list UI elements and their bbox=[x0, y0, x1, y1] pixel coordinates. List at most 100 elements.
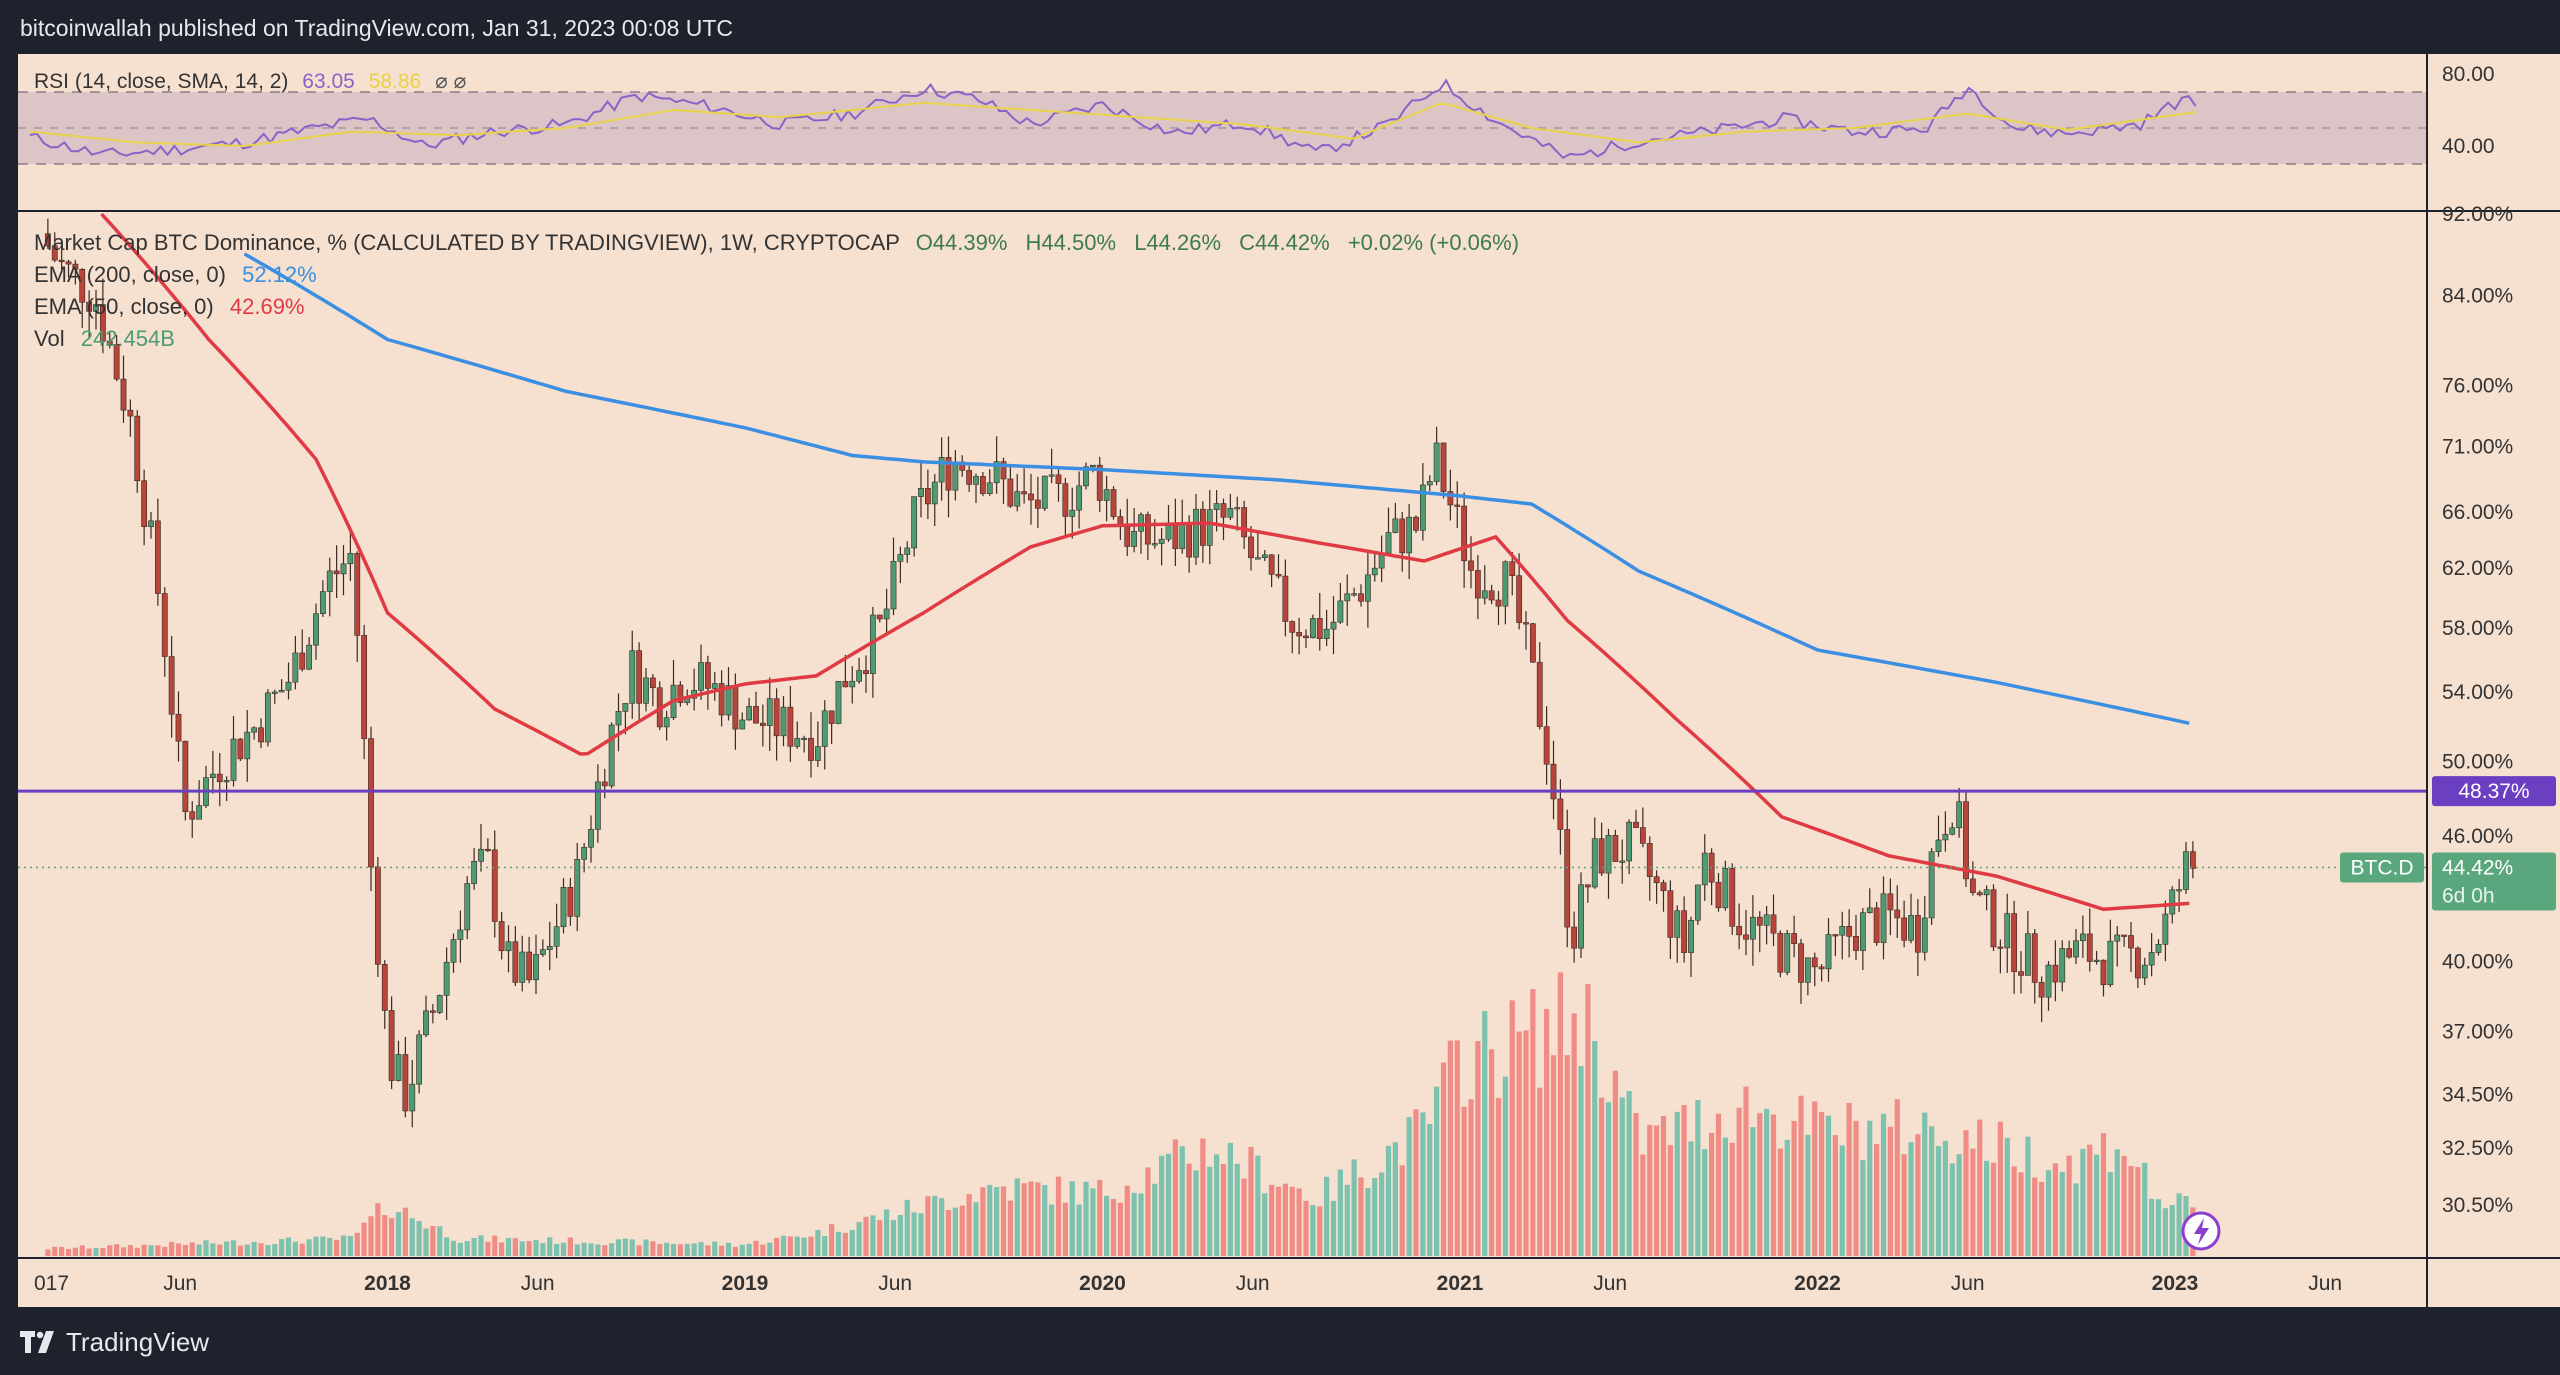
volume-bar bbox=[148, 1245, 154, 1256]
volume-bar bbox=[1619, 1097, 1625, 1256]
volume-bar bbox=[224, 1241, 230, 1256]
ema50-legend[interactable]: EMA (50, close, 0) 42.69% bbox=[34, 294, 305, 319]
volume-bar bbox=[340, 1235, 347, 1256]
candle-body bbox=[1605, 835, 1612, 874]
volume-bar bbox=[334, 1239, 340, 1256]
volume-bar bbox=[1667, 1145, 1673, 1256]
volume-bar bbox=[1406, 1117, 1412, 1256]
volume-bar bbox=[1956, 1154, 1962, 1256]
candle-body bbox=[388, 1010, 395, 1081]
volume-bar bbox=[430, 1225, 436, 1256]
time-tick-label: Jun bbox=[878, 1272, 912, 1295]
candle-body bbox=[1337, 600, 1344, 623]
volume-bar bbox=[1179, 1146, 1185, 1256]
volume-bar bbox=[169, 1241, 175, 1256]
lightning-icon[interactable] bbox=[2181, 1211, 2221, 1251]
volume-bar bbox=[1344, 1184, 1350, 1256]
candle-body bbox=[1433, 442, 1440, 482]
volume-bar bbox=[279, 1239, 285, 1256]
volume-bar bbox=[1702, 1149, 1708, 1256]
volume-legend[interactable]: Vol 242.454B bbox=[34, 326, 175, 351]
volume-bar bbox=[1275, 1186, 1282, 1256]
volume-bar bbox=[1867, 1120, 1873, 1256]
time-tick-label: Jun bbox=[1593, 1272, 1627, 1295]
volume-bar bbox=[2073, 1183, 2079, 1256]
volume-bar bbox=[1351, 1159, 1357, 1256]
volume-bar bbox=[1557, 972, 1563, 1256]
price-tick-label: 92.00% bbox=[2442, 203, 2513, 226]
rsi-axis-labels[interactable]: 80.00 40.00 bbox=[2442, 63, 2495, 158]
candle-body bbox=[1633, 821, 1639, 828]
candle-body bbox=[409, 1083, 416, 1112]
candle-body bbox=[1523, 622, 1529, 625]
volume-bar bbox=[1262, 1193, 1268, 1256]
candle-body bbox=[2121, 934, 2128, 937]
candle-body bbox=[189, 811, 196, 820]
volume-bar bbox=[512, 1238, 518, 1256]
time-axis-labels[interactable]: 017 Jun 2018 Jun 2019 Jun 2020 Jun 2021 Jun 2022 Ju… bbox=[34, 1272, 2342, 1295]
volume-bar bbox=[1468, 1099, 1474, 1256]
volume-bar bbox=[1592, 1040, 1598, 1256]
volume-bar bbox=[1282, 1183, 1288, 1256]
volume-bar bbox=[1942, 1140, 1948, 1256]
candle-body bbox=[2059, 948, 2066, 983]
volume-bar bbox=[1874, 1144, 1880, 1256]
volume-bar bbox=[492, 1235, 498, 1256]
volume-bar bbox=[1062, 1202, 1068, 1256]
volume-bar bbox=[285, 1237, 292, 1256]
chart[interactable]: RSI (14, close, SMA, 14, 2) 63.05 58.86 … bbox=[0, 0, 2560, 1308]
candle-body bbox=[1474, 570, 1481, 599]
tradingview-logo[interactable]: TradingView bbox=[20, 1326, 209, 1358]
rsi-legend[interactable]: RSI (14, close, SMA, 14, 2) 63.05 58.86 … bbox=[34, 70, 466, 93]
volume-bar bbox=[1695, 1099, 1701, 1256]
volume-bar bbox=[471, 1237, 477, 1256]
volume-bar bbox=[863, 1216, 869, 1256]
volume-bar bbox=[2032, 1177, 2038, 1256]
main-legend[interactable]: Market Cap BTC Dominance, % (CALCULATED … bbox=[34, 230, 1519, 255]
candle-body bbox=[464, 883, 471, 931]
volume-bar bbox=[423, 1228, 429, 1256]
candle-body bbox=[381, 963, 388, 1011]
volume-bar bbox=[1922, 1112, 1928, 1256]
time-tick-label: 2022 bbox=[1794, 1272, 1841, 1295]
candle-body bbox=[58, 259, 65, 263]
volume-bar bbox=[457, 1242, 463, 1256]
volume-bar bbox=[1970, 1148, 1976, 1256]
volume-bar bbox=[2135, 1167, 2141, 1256]
volume-bar bbox=[1014, 1178, 1020, 1256]
price-axis-labels[interactable]: 92.00% 84.00% 76.00% 71.00% 66.00% 62.00% 58.0… bbox=[2442, 203, 2513, 1217]
volume-bar bbox=[450, 1240, 457, 1256]
time-axis-background bbox=[18, 1259, 2560, 1307]
candle-body bbox=[1653, 876, 1660, 884]
volume-bar bbox=[560, 1242, 567, 1256]
volume-bar bbox=[1000, 1186, 1007, 1256]
candle-body bbox=[1055, 474, 1062, 484]
candle-body bbox=[1179, 524, 1186, 549]
volume-bar bbox=[1007, 1200, 1013, 1256]
volume-bar bbox=[65, 1248, 72, 1256]
candle-body bbox=[1736, 926, 1743, 936]
candle-body bbox=[560, 887, 567, 928]
volume-bar bbox=[725, 1242, 732, 1256]
rsi-tick-label: 40.00 bbox=[2442, 135, 2495, 158]
candle-body bbox=[237, 738, 244, 760]
candle-body bbox=[1935, 839, 1942, 852]
volume-bar bbox=[1207, 1166, 1213, 1256]
candle-body bbox=[1784, 933, 1791, 973]
ema200-legend[interactable]: EMA (200, close, 0) 52.12% bbox=[34, 262, 317, 287]
candle-body bbox=[285, 681, 292, 691]
candle-body bbox=[2176, 889, 2183, 892]
candle-body bbox=[649, 677, 656, 689]
candle-body bbox=[1564, 829, 1571, 928]
volume-bar bbox=[1131, 1192, 1137, 1256]
candle-body bbox=[429, 1010, 436, 1013]
volume-bar bbox=[1434, 1086, 1440, 1256]
candle-body bbox=[1371, 567, 1378, 576]
volume-bar bbox=[801, 1237, 807, 1256]
candle-body bbox=[2155, 944, 2162, 953]
candle-body bbox=[271, 691, 278, 694]
volume-bar bbox=[1509, 1000, 1515, 1256]
volume-bar bbox=[1605, 1102, 1612, 1256]
volume-bar bbox=[1124, 1185, 1130, 1256]
volume-bar bbox=[217, 1244, 223, 1256]
